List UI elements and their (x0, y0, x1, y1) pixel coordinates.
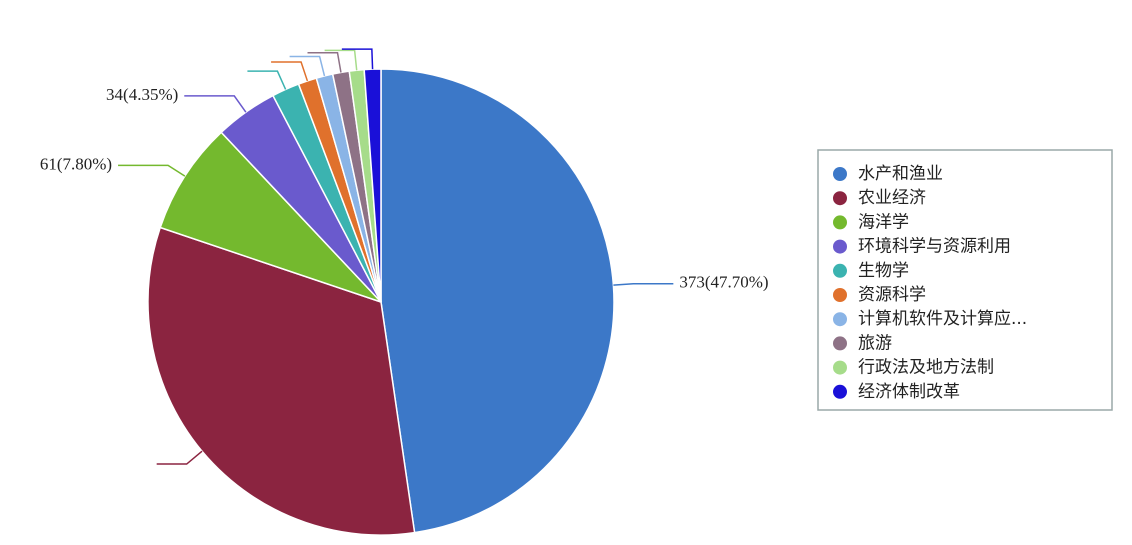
data-label: 61(7.80%) (40, 154, 112, 173)
legend-marker (833, 191, 847, 206)
legend-label: 经济体制改革 (858, 382, 960, 402)
legend-label: 计算机软件及计算应... (858, 309, 1027, 329)
legend-label: 生物学 (858, 261, 909, 281)
legend-label: 环境科学与资源利用 (858, 237, 1011, 257)
legend-label: 行政法及地方法制 (858, 358, 994, 378)
legend-marker (833, 167, 847, 181)
legend-marker (833, 384, 847, 399)
legend-box (817, 149, 1113, 411)
legend-label: 资源科学 (858, 285, 926, 305)
legend-label: 海洋学 (858, 212, 909, 232)
leader-line (613, 282, 674, 286)
legend-label: 旅游 (858, 333, 892, 353)
leader-line (271, 61, 309, 82)
legend-marker (833, 312, 847, 327)
legend-marker (833, 360, 847, 375)
leader-line (341, 48, 374, 70)
data-label: 373(47.70%) (679, 273, 768, 292)
pie-slice (380, 68, 615, 534)
legend-marker (833, 263, 847, 278)
leader-line (307, 52, 342, 73)
legend-label: 农业经济 (858, 188, 926, 208)
pie-slice (159, 131, 382, 303)
leader-line (247, 70, 287, 90)
legend-marker (833, 215, 847, 230)
leader-line (184, 95, 247, 113)
legend-marker (833, 336, 847, 351)
legend-label: 水产和渔业 (858, 164, 943, 184)
data-label: 34(4.35%) (106, 85, 178, 104)
legend-marker (833, 239, 847, 254)
legend-marker (833, 288, 847, 302)
leader-line (289, 55, 326, 77)
leader-line (156, 450, 203, 465)
leader-line (324, 49, 358, 71)
leader-line (118, 164, 186, 177)
pie-slice (147, 226, 416, 536)
